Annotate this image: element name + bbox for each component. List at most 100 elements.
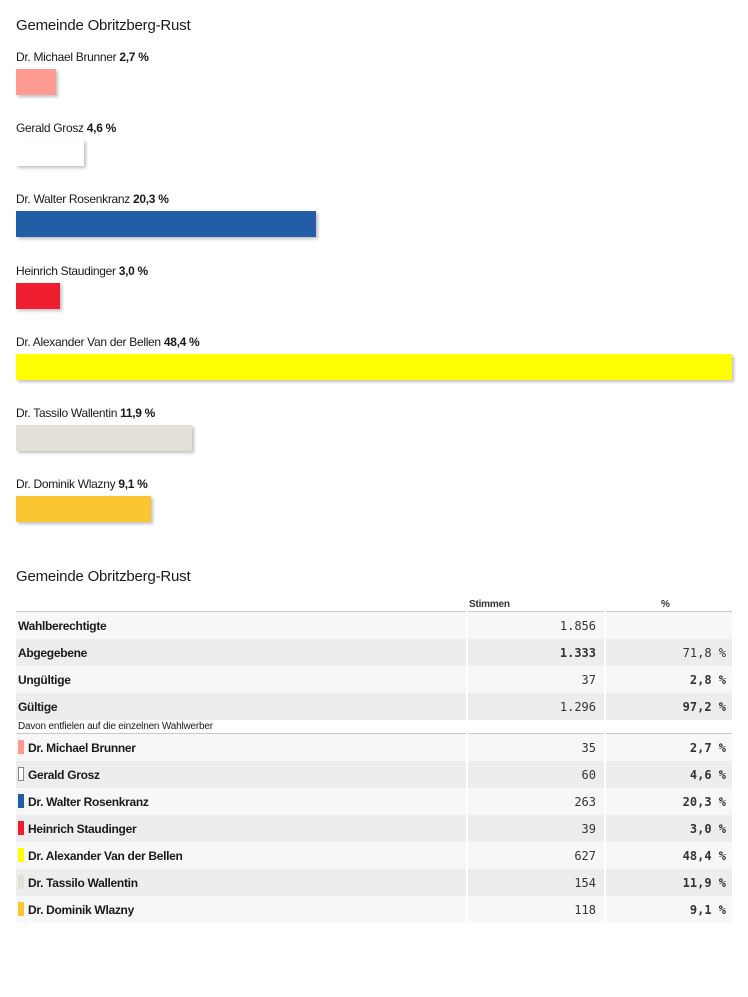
candidate-row: Heinrich Staudinger 39 3,0 % [16,815,732,842]
votes-cell: 1.296 [466,693,605,720]
percent-cell: 97,2 % [604,693,732,720]
row-label-text: Gerald Grosz [28,768,100,782]
table-title: Gemeinde Obritzberg-Rust [16,568,191,585]
chart-title: Gemeinde Obritzberg-Rust [16,17,191,34]
summary-row: Ungültige 37 2,8 % [16,666,732,693]
bar-category-label: Gerald Grosz [16,121,87,136]
color-swatch [18,902,24,916]
color-swatch [18,848,24,862]
row-label-text: Gültige [18,699,58,714]
bar-value-label: 4,6 % [86,121,116,136]
row-label: Heinrich Staudinger [16,815,467,842]
candidates-note: Davon entfielen auf die einzelnen Wahlwe… [16,720,732,734]
color-swatch [18,821,24,835]
row-label: Abgegebene [16,639,467,666]
row-label: Dr. Alexander Van der Bellen [16,842,467,869]
bar-category-label: Dr. Alexander Van der Bellen [16,334,164,349]
row-label: Gültige [16,693,467,720]
percent-cell: 9,1 % [604,896,732,923]
row-label: Ungültige [16,666,467,693]
header-votes: Stimmen [467,597,605,612]
bar-category-label: Dr. Tassilo Wallentin [16,406,121,420]
candidate-row: Dr. Alexander Van der Bellen 627 48,4 % [16,842,732,869]
header-name [16,597,467,612]
bar-value-label: 20,3 % [133,192,169,207]
row-label-text: Ungültige [18,672,71,687]
row-label-text: Wahlberechtigte [18,618,107,633]
bar-value-label: 9,1 % [118,477,148,492]
bar [16,425,192,451]
percent-cell: 2,8 % [604,666,732,693]
row-label-text: Dr. Walter Rosenkranz [28,795,149,809]
bar-label: Dr. Tassilo Wallentin 11,9 % [16,406,155,420]
votes-cell: 39 [466,815,605,842]
bar [16,69,56,95]
bar-category-label: Dr. Dominik Wlazny [16,477,119,492]
percent-cell: 2,7 % [604,733,732,761]
bar-label: Dr. Michael Brunner 2,7 % [16,50,149,64]
table-header-row: Stimmen % [16,597,732,612]
percent-cell [604,611,732,639]
candidate-row: Dr. Walter Rosenkranz 263 20,3 % [16,788,732,815]
row-label-text: Abgegebene [18,645,88,660]
votes-cell: 627 [466,842,605,869]
candidate-row: Dr. Tassilo Wallentin 154 11,9 % [16,869,732,896]
bar-category-label: Heinrich Staudinger [16,263,119,278]
candidate-row: Dr. Michael Brunner 35 2,7 % [16,733,732,761]
color-swatch [18,740,24,754]
row-label-text: Heinrich Staudinger [28,822,137,836]
bar [16,496,151,523]
percent-cell: 20,3 % [604,788,732,815]
bar-chart: Dr. Michael Brunner 2,7 % Gerald Grosz 4,… [16,50,734,530]
percent-cell: 3,0 % [604,815,732,842]
color-swatch [18,875,24,889]
candidate-row: Gerald Grosz 60 4,6 % [16,761,732,788]
row-label: Dr. Tassilo Wallentin [16,869,467,896]
row-label-text: Dr. Alexander Van der Bellen [28,849,183,863]
row-label-text: Dr. Dominik Wlazny [28,903,134,917]
bar-label: Dr. Walter Rosenkranz 20,3 % [16,192,169,206]
votes-cell: 154 [466,869,605,896]
bar-value-label: 3,0 % [118,263,148,278]
bar-category-label: Dr. Michael Brunner [16,50,120,64]
row-label: Wahlberechtigte [16,611,467,639]
bar-label: Gerald Grosz 4,6 % [16,121,116,135]
votes-cell: 35 [466,733,605,761]
bar-value-label: 48,4 % [163,334,200,349]
votes-cell: 60 [466,761,605,788]
bar [16,211,316,238]
row-label: Dr. Michael Brunner [16,733,467,761]
row-label-text: Dr. Tassilo Wallentin [28,876,138,890]
percent-cell: 4,6 % [604,761,732,788]
summary-row: Abgegebene 1.333 71,8 % [16,639,732,666]
percent-cell: 48,4 % [604,842,732,869]
votes-cell: 1.856 [466,611,605,639]
votes-cell: 1.333 [466,639,605,666]
results-table: Stimmen % Wahlberechtigte 1.856 Abgegebene… [16,597,732,923]
color-swatch [18,767,24,781]
note-row: Davon entfielen auf die einzelnen Wahlwe… [16,720,732,734]
percent-cell: 11,9 % [604,869,732,896]
bar-label: Dr. Alexander Van der Bellen 48,4 % [16,334,200,349]
summary-row: Gültige 1.296 97,2 % [16,693,732,720]
row-label: Gerald Grosz [16,761,467,788]
percent-cell: 71,8 % [604,639,732,666]
candidate-row: Dr. Dominik Wlazny 118 9,1 % [16,896,732,923]
row-label: Dr. Walter Rosenkranz [16,788,467,815]
bar [16,140,84,167]
color-swatch [18,794,24,808]
row-label-text: Dr. Michael Brunner [28,741,136,755]
bar [16,282,60,309]
bar-label: Dr. Dominik Wlazny 9,1 % [16,477,148,491]
votes-cell: 118 [466,896,605,923]
votes-cell: 37 [466,666,605,693]
bar-category-label: Dr. Walter Rosenkranz [16,192,133,207]
bar-value-label: 11,9 % [120,406,156,420]
row-label: Dr. Dominik Wlazny [16,896,467,923]
bar-value-label: 2,7 % [119,50,149,64]
header-pct: % [605,597,732,612]
bar [16,353,732,380]
summary-row: Wahlberechtigte 1.856 [16,611,732,639]
bar-label: Heinrich Staudinger 3,0 % [16,264,148,278]
votes-cell: 263 [466,788,605,815]
